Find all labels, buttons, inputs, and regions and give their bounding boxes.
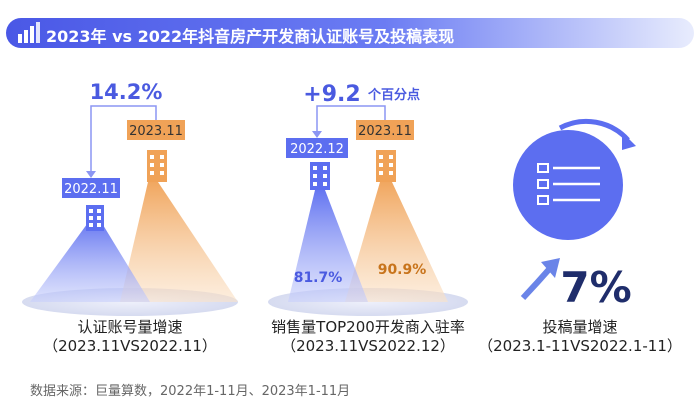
arrow-up-icon — [541, 258, 560, 278]
arrow-down-icon — [312, 131, 322, 138]
label-box-2023-11 — [127, 120, 185, 140]
page-title: 2023年 vs 2022年抖音房产开发商认证账号及投稿表现 — [46, 27, 455, 46]
diff-value: +9.2 — [303, 82, 360, 107]
growth-value: 7% — [560, 263, 631, 312]
panel3-caption: 投稿量增速 （2023.1-11VS2022.1-11） — [470, 318, 690, 356]
arc-arrow — [558, 118, 630, 142]
connector-line — [90, 105, 157, 173]
panel3-period: （2023.1-11VS2022.1-11） — [478, 337, 682, 355]
building-icon — [310, 162, 330, 190]
panel1-title: 认证账号量增速 — [77, 318, 183, 336]
panel1-period: （2023.11VS2022.11） — [43, 337, 217, 355]
data-label-2023-11: 90.9% — [378, 262, 427, 278]
document-list-icon — [537, 163, 600, 205]
panel1-caption: 认证账号量增速 （2023.11VS2022.11） — [30, 318, 230, 356]
building-icon — [376, 150, 396, 182]
category-label-2022-11: 2022.11 — [64, 182, 118, 197]
arrow-down-icon — [86, 171, 96, 178]
panel2-period: （2023.11VS2022.12） — [281, 337, 455, 355]
building-icon — [147, 150, 167, 182]
building-icon — [86, 205, 104, 231]
label-box-2023-11 — [356, 120, 414, 140]
label-box-2022-12 — [286, 138, 348, 158]
source-note: 数据来源：巨量算数，2022年1-11月、2023年1-11月 — [30, 384, 351, 399]
beam-2022-12 — [288, 190, 368, 302]
category-label-2023-11: 2023.11 — [129, 124, 183, 139]
beam-2023-11 — [345, 182, 448, 302]
bar-chart-icon — [18, 22, 40, 43]
category-label-2023-11: 2023.11 — [358, 124, 412, 139]
panel2-caption: 销售量TOP200开发商入驻率 （2023.11VS2022.12） — [248, 318, 488, 356]
beam-2022-11 — [30, 220, 150, 302]
panel3-title: 投稿量增速 — [542, 318, 618, 336]
growth-arrow — [520, 264, 555, 301]
diff-unit: 个百分点 — [367, 87, 420, 103]
beam-2023-11 — [120, 182, 238, 302]
arrow-icon — [622, 132, 636, 150]
header-banner: 2023年 vs 2022年抖音房产开发商认证账号及投稿表现 — [6, 18, 694, 48]
panel2-title: 销售量TOP200开发商入驻率 — [271, 318, 465, 336]
label-box-2022-11 — [62, 178, 120, 198]
connector-line — [316, 105, 386, 133]
data-label-2022-12: 81.7% — [294, 270, 343, 286]
category-label-2022-12: 2022.12 — [290, 142, 344, 157]
growth-value: 14.2% — [90, 80, 163, 104]
